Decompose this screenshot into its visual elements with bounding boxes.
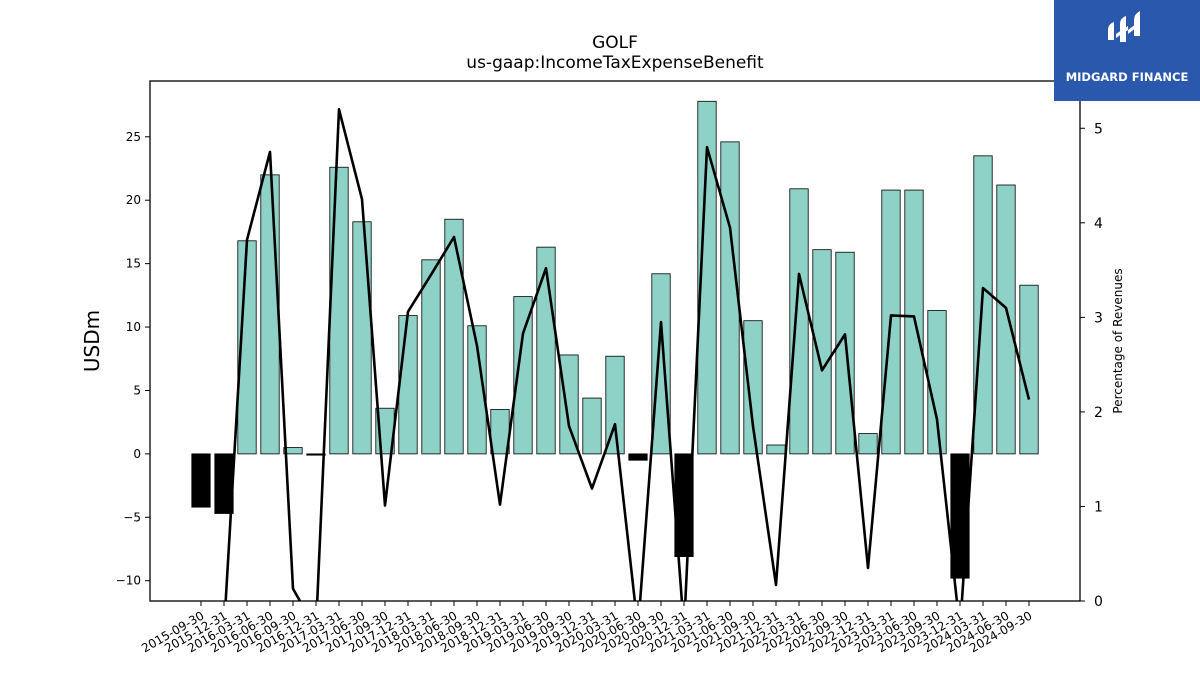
bar-2022-03-31 (789, 188, 809, 455)
right-tick-label: 4 (1094, 216, 1103, 232)
bar-2021-06-30 (720, 141, 740, 455)
right-y-axis: 0 1 2 3 4 5 (1080, 121, 1103, 610)
bar-2022-09-30 (835, 251, 855, 455)
bar-2024-06-30 (996, 184, 1016, 455)
bar-2016-09-30 (283, 447, 303, 455)
bar-2018-09-30 (467, 325, 487, 455)
left-tick-label: 15 (126, 257, 141, 271)
bar-2021-03-31 (697, 100, 717, 455)
bar-2017-12-31 (398, 315, 418, 455)
logo-mark-icon (1108, 11, 1140, 42)
bar-2019-06-30 (536, 246, 556, 455)
bar-2016-06-30 (260, 174, 280, 455)
x-axis: 2015-09-302015-12-312016-03-312016-06-30… (139, 601, 1035, 655)
left-tick-label: 0 (133, 447, 141, 461)
bar-2018-03-31 (421, 259, 441, 455)
right-tick-label: 1 (1094, 499, 1103, 515)
line-series (224, 108, 1031, 601)
left-tick-label: 10 (126, 320, 141, 334)
right-tick-label: 2 (1094, 405, 1103, 421)
left-tick-label: 25 (126, 130, 141, 144)
bar-2020-09-30 (651, 273, 671, 455)
bar-2015-09-30 (191, 453, 211, 508)
left-y-axis: −10 −5 0 5 10 15 20 25 (116, 130, 150, 588)
left-tick-label: 5 (133, 383, 141, 397)
left-tick-label: −5 (123, 510, 141, 524)
bar-2017-06-30 (352, 221, 372, 455)
bar-2021-12-31 (766, 444, 786, 455)
bar-2022-06-30 (812, 249, 832, 455)
bar-2024-09-30 (1019, 284, 1039, 455)
y-axis-label: USDm (80, 310, 104, 372)
bar-2017-03-31 (329, 166, 349, 455)
bar-2022-12-31 (858, 433, 878, 455)
y-axis-label-right: Percentage of Revenues (1111, 268, 1125, 413)
bar-2016-12-31 (306, 453, 326, 456)
bar-2018-06-30 (444, 218, 464, 455)
right-tick-label: 0 (1094, 594, 1103, 610)
chart-subtitle: us-gaap:IncomeTaxExpenseBenefit (466, 53, 764, 73)
bar-2020-03-31 (605, 355, 625, 455)
right-tick-label: 3 (1094, 310, 1103, 326)
midgard-finance-logo: MIDGARD FINANCE (1054, 0, 1200, 101)
left-tick-label: −10 (116, 574, 141, 588)
bar-2019-09-30 (559, 354, 579, 455)
bar-2020-06-30 (628, 453, 648, 461)
bar-series (191, 100, 1039, 579)
bar-2019-03-31 (513, 296, 533, 455)
right-tick-label: 5 (1094, 121, 1103, 137)
bar-2021-09-30 (743, 320, 763, 455)
left-tick-label: 20 (126, 193, 141, 207)
percentage-line (224, 108, 1031, 601)
bar-2019-12-31 (582, 397, 602, 455)
chart-title: GOLF (592, 33, 638, 53)
logo-text: MIDGARD FINANCE (1065, 70, 1189, 84)
bar-2023-09-30 (927, 310, 947, 455)
